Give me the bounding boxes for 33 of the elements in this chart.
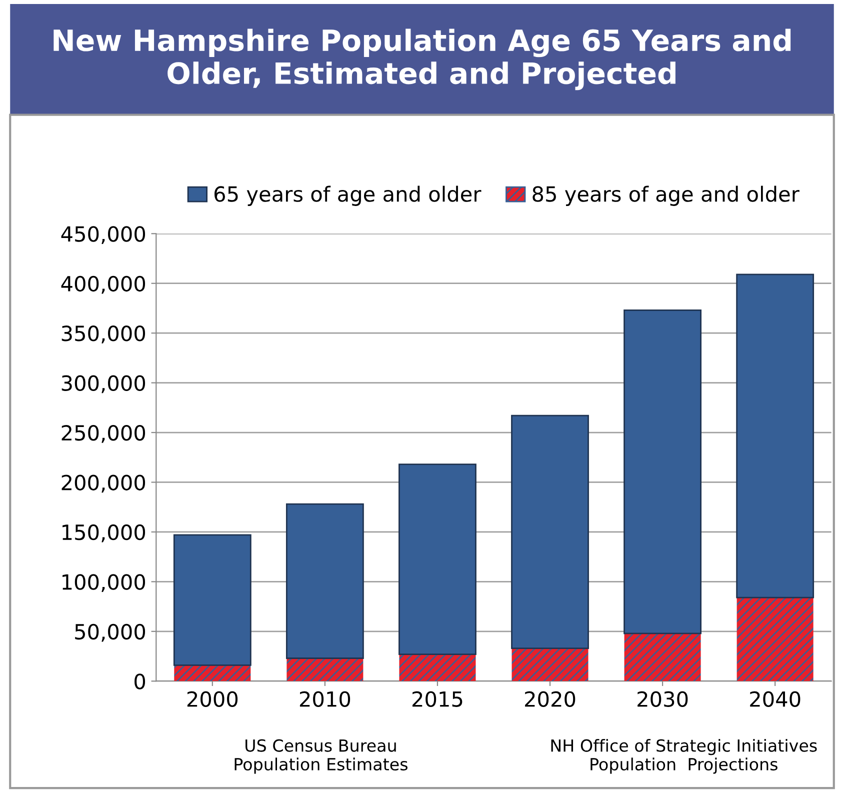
- text: NH Office of Strategic Initiatives Population Projections: [551, 738, 817, 774]
- y-tick-label: 200,000: [62, 474, 146, 493]
- y-tick-label: 450,000: [61, 226, 146, 244]
- bar: [174, 665, 251, 682]
- y-tick-label: 50,000: [75, 624, 146, 642]
- bar: [624, 633, 701, 682]
- y-tick-label: 100,000: [62, 574, 146, 592]
- y-tick-label: 350,000: [62, 326, 146, 344]
- y-tick-label: 400,000: [61, 276, 146, 294]
- chart-title: New Hampshire Population Age 65 Years and Older, Estimated and Projected: [54, 28, 791, 90]
- bar: [736, 598, 814, 682]
- bar: [512, 648, 588, 682]
- bar: [511, 414, 589, 649]
- y-tick-label: 0: [134, 674, 146, 690]
- bar: [399, 654, 476, 682]
- text: US Census Bureau Population Estimates: [234, 739, 408, 774]
- x-tick-label: 2040: [750, 691, 800, 707]
- x-tick-label: 2000: [187, 691, 238, 707]
- bar: [173, 534, 252, 666]
- bar: [286, 658, 364, 682]
- legend-label: 85 years of age and older: [532, 186, 800, 206]
- x-tick-label: 2030: [638, 691, 688, 707]
- legend-label: 65 years of age and older: [214, 186, 482, 206]
- x-tick-label: 2015: [412, 691, 462, 707]
- bar: [624, 310, 702, 634]
- bar: [398, 464, 476, 655]
- bar: [736, 274, 814, 598]
- y-tick-label: 150,000: [62, 524, 146, 542]
- y-tick-label: 250,000: [62, 424, 146, 443]
- y-tick-label: 300,000: [62, 375, 146, 394]
- x-tick-label: 2020: [525, 691, 576, 707]
- x-tick-label: 2010: [300, 691, 350, 707]
- bar: [286, 503, 364, 659]
